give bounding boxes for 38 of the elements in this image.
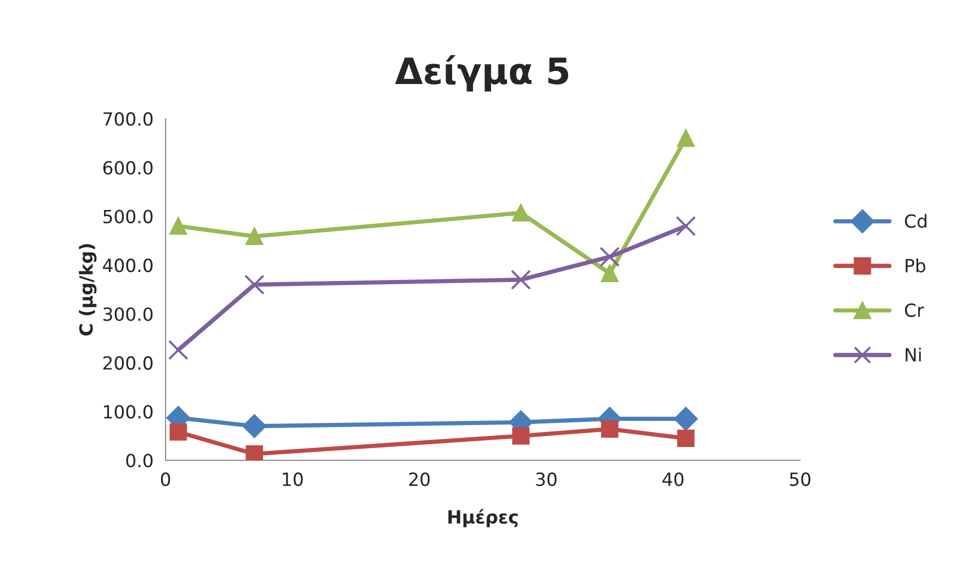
- point: [677, 130, 695, 147]
- point: [674, 406, 698, 431]
- x-tick-label: 40: [662, 472, 684, 486]
- legend-label: Cd: [904, 214, 926, 228]
- y-tick-label: 500.0: [103, 210, 153, 224]
- x-tick-label: 30: [536, 472, 557, 486]
- x-axis-title: Ημέρες: [448, 509, 518, 528]
- point: [512, 427, 530, 445]
- y-tick-label: 0.0: [126, 454, 153, 468]
- point: [676, 216, 696, 236]
- y-tick-label: 100.0: [104, 404, 153, 419]
- point: [512, 204, 530, 222]
- point: [677, 430, 695, 448]
- y-tick-label: 600.0: [103, 160, 153, 175]
- y-tick-label: 200.0: [103, 356, 153, 370]
- point: [601, 420, 618, 438]
- point: [244, 274, 264, 295]
- x-tick-label: 50: [790, 472, 810, 486]
- point: [510, 270, 531, 290]
- legend-label: Cr: [904, 303, 924, 318]
- y-axis-title: C (μg/kg): [78, 244, 97, 336]
- y-tick-label: 400.0: [102, 258, 153, 272]
- point: [170, 217, 187, 235]
- y-tick-label: 700.0: [104, 112, 153, 126]
- point: [600, 246, 620, 267]
- point: [601, 264, 618, 282]
- y-tick-label: 300.0: [103, 307, 153, 322]
- chart-title: Δείγμα 5: [395, 55, 568, 92]
- legend-label: Pb: [906, 258, 926, 272]
- x-tick-label: 10: [282, 472, 303, 486]
- point: [242, 414, 266, 438]
- point: [168, 340, 188, 360]
- legend-label: Ni: [906, 348, 921, 362]
- point: [246, 228, 264, 245]
- x-tick-label: 20: [409, 472, 430, 486]
- point: [246, 445, 264, 460]
- x-tick-label: 0: [161, 472, 170, 486]
- point: [170, 423, 187, 441]
